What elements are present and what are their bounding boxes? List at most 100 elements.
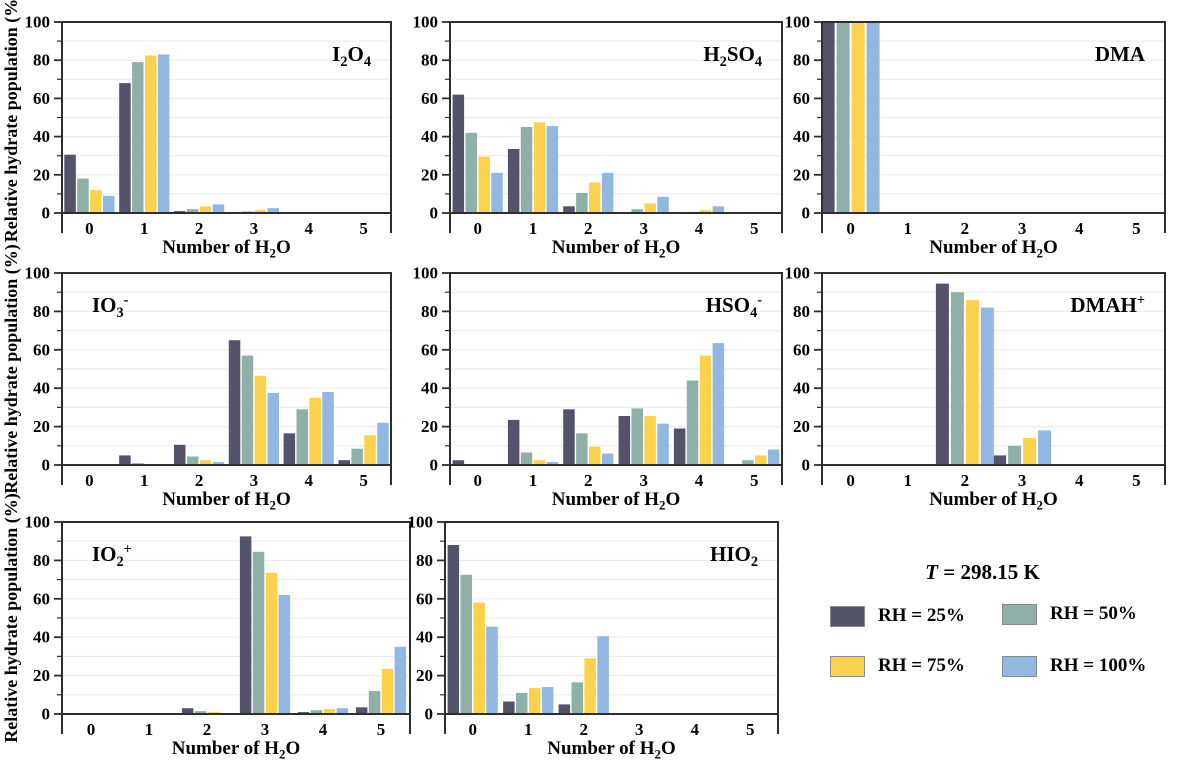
bar [239, 536, 252, 714]
x-tick-label: 1 [529, 471, 538, 490]
bar [712, 343, 725, 465]
x-tick-label: 0 [87, 720, 96, 739]
y-tick-label: 0 [425, 705, 434, 724]
bar [644, 416, 656, 465]
x-tick-label: 4 [319, 720, 328, 739]
bar [589, 182, 601, 213]
bar [351, 448, 363, 465]
x-tick-label: 0 [473, 471, 482, 490]
bar [241, 355, 254, 465]
x-tick-label: 5 [377, 720, 386, 739]
bar [597, 636, 609, 714]
x-tick-label: 2 [961, 471, 970, 490]
chart-panel-dmah: 0 20 40 60 80 100 0 1 2 3 4 5 Number of H2O DMAH+ [785, 264, 1166, 513]
x-tick-label: 3 [635, 720, 644, 739]
x-tick-label: 0 [85, 471, 94, 490]
temperature-value: = 298.15 K [938, 560, 1040, 584]
y-tick-label: 0 [430, 204, 439, 223]
bar [254, 375, 267, 465]
x-axis-title: Number of H2O [547, 738, 676, 762]
bar [157, 54, 170, 213]
bar [657, 423, 669, 465]
panel-title: IO3- [92, 292, 129, 321]
x-tick-label: 2 [584, 219, 593, 238]
y-tick-label: 60 [421, 340, 438, 359]
panel-title: DMA [1095, 42, 1146, 66]
bar [712, 206, 725, 213]
x-tick-label: 1 [904, 471, 913, 490]
bar [644, 203, 656, 213]
bar [507, 149, 520, 213]
bar [465, 132, 477, 213]
x-tick-label: 5 [746, 720, 755, 739]
y-axis-title: Relative hydrate population (%) [1, 244, 22, 494]
x-axis-title: Number of H2O [552, 237, 681, 261]
bar [950, 292, 964, 465]
bar [336, 708, 349, 714]
bar [699, 355, 712, 465]
chart-panel-hso4: 0 20 40 60 80 100 0 1 2 3 4 5 Number of H2O HSO4- [413, 264, 783, 513]
bar [507, 419, 520, 465]
y-tick-label: 60 [33, 589, 50, 608]
bar [283, 433, 296, 465]
bar [368, 691, 381, 714]
y-tick-label: 40 [793, 379, 810, 398]
y-tick-label: 60 [793, 340, 810, 359]
bar [821, 22, 835, 213]
legend-swatch-rh50 [1002, 603, 1037, 625]
x-tick-label: 3 [261, 720, 270, 739]
chart-panel-h2so4: 0 20 40 60 80 100 0 1 2 3 4 5 Number of H2O H2SO4 [413, 13, 783, 261]
y-tick-label: 20 [421, 417, 438, 436]
y-tick-label: 100 [413, 13, 439, 32]
bar [252, 551, 265, 714]
bar [935, 283, 949, 465]
bar [267, 393, 279, 465]
x-tick-label: 1 [529, 219, 538, 238]
bar [699, 210, 712, 213]
y-tick-label: 20 [33, 417, 50, 436]
x-axis-title: Number of H2O [929, 489, 1058, 513]
bar [174, 444, 186, 465]
panel-title: HSO4- [706, 292, 763, 321]
legend-title: T = 298.15 K [786, 560, 1179, 585]
bar [212, 204, 225, 213]
bar [546, 126, 559, 213]
panel-title: DMAH+ [1070, 292, 1145, 317]
y-axis-title: Relative hydrate population (%) [1, 493, 22, 743]
bar [77, 178, 89, 213]
x-tick-label: 4 [1075, 219, 1084, 238]
y-tick-label: 100 [25, 264, 51, 283]
y-tick-label: 100 [785, 13, 811, 32]
x-tick-label: 1 [145, 720, 154, 739]
y-tick-label: 40 [421, 127, 438, 146]
bar [980, 307, 994, 465]
bar [1008, 445, 1022, 465]
bar [742, 460, 754, 465]
bar [520, 452, 533, 465]
temperature-symbol: T [925, 560, 938, 584]
x-tick-label: 4 [305, 219, 314, 238]
y-axis-title: Relative hydrate population (%) [1, 0, 22, 242]
x-tick-label: 2 [961, 219, 970, 238]
legend-swatch-rh25 [830, 605, 865, 627]
x-tick-label: 2 [195, 219, 204, 238]
bar [533, 460, 546, 465]
bar [558, 704, 571, 714]
bar [473, 602, 485, 714]
y-tick-label: 40 [33, 127, 50, 146]
panel-title: IO2+ [92, 541, 132, 570]
legend-item: RH = 75% [830, 655, 965, 677]
y-tick-label: 40 [33, 628, 50, 647]
y-tick-label: 20 [421, 165, 438, 184]
bar [64, 154, 76, 213]
bar [584, 658, 596, 714]
bar [546, 462, 559, 465]
bar [338, 460, 350, 465]
bar [186, 209, 199, 213]
y-tick-label: 80 [33, 551, 50, 570]
panel-title: I2O4 [332, 42, 371, 70]
x-tick-label: 0 [846, 471, 855, 490]
bar [355, 707, 368, 714]
